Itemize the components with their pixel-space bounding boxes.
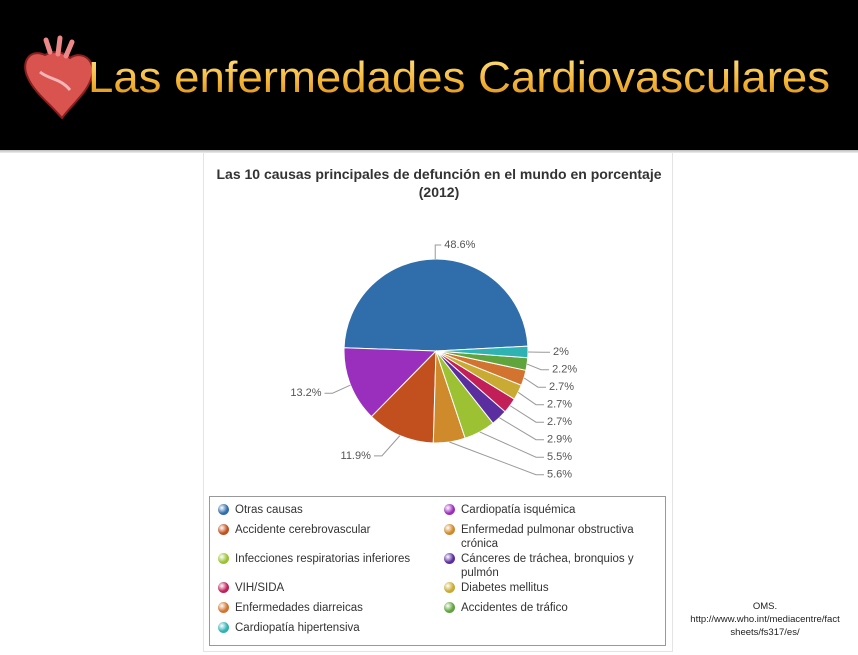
- pie-area: 48.6% 13.2% 11.9% 5.6% 5.5% 2.9% 2.7% 2.7% 2.7% 2…: [290, 239, 577, 481]
- data-label: 2.7%: [549, 381, 574, 393]
- legend-item: Accidente cerebrovascular: [218, 523, 444, 550]
- slide-title: Las enfermedades Cardiovasculares: [88, 53, 830, 102]
- data-label: 5.6%: [547, 469, 572, 481]
- source-line: OMS.: [752, 601, 778, 612]
- legend-swatch: [444, 553, 455, 564]
- legend-item: Accidentes de tráfico: [444, 601, 664, 619]
- header-graphic: Las enfermedades Cardiovasculares: [24, 35, 830, 120]
- legend-swatch: [444, 504, 455, 515]
- legend-item: Infecciones respiratorias inferiores: [218, 552, 444, 579]
- legend-swatch: [218, 553, 229, 564]
- pie-slice: [370, 349, 437, 444]
- pie-slice: [343, 258, 529, 352]
- data-label: 13.2%: [290, 387, 321, 399]
- legend-swatch: [444, 602, 455, 613]
- leader-line: [499, 417, 544, 441]
- leader-line: [324, 384, 351, 394]
- legend-swatch: [444, 582, 455, 593]
- legend-swatch: [218, 622, 229, 633]
- leader-line: [449, 441, 544, 476]
- header-rule: [0, 150, 858, 153]
- legend-item: Cardiopatía isquémica: [444, 503, 664, 521]
- legend-label: Enfermedad pulmonar obstructiva crónica: [461, 524, 634, 550]
- leader-line: [479, 431, 544, 458]
- legend-item: VIH/SIDA: [218, 581, 444, 599]
- source-line: http://www.who.int/mediacentre/factsheet…: [690, 614, 840, 638]
- legend-label: Cardiopatía isquémica: [461, 504, 576, 516]
- legend-item: Cánceres de tráchea, bronquios y pulmón: [444, 552, 664, 579]
- leader-line: [523, 377, 546, 388]
- chart: Las 10 causas principales de defunción e…: [203, 152, 673, 652]
- chart-title: Las 10 causas principales de defunción e…: [216, 166, 662, 200]
- leader-line: [373, 435, 401, 457]
- legend-label: Accidentes de tráfico: [461, 602, 568, 614]
- data-label: 5.5%: [547, 451, 572, 463]
- data-label: 48.6%: [444, 239, 475, 251]
- legend-swatch: [218, 504, 229, 515]
- legend-label: Infecciones respiratorias inferiores: [235, 553, 411, 565]
- legend-item: Cardiopatía hipertensiva: [218, 621, 444, 639]
- data-label: 2.7%: [547, 416, 572, 428]
- source-note: OMS. http://www.who.int/mediacentre/fact…: [690, 600, 840, 639]
- legend-item: Diabetes mellitus: [444, 581, 664, 599]
- legend-swatch: [444, 524, 455, 535]
- legend-label: VIH/SIDA: [235, 582, 285, 594]
- legend-item: Enfermedades diarreicas: [218, 601, 444, 619]
- legend-label: Diabetes mellitus: [461, 582, 549, 594]
- legend-label: Otras causas: [235, 504, 303, 516]
- legend-label: Accidente cerebrovascular: [235, 524, 371, 536]
- leader-line: [517, 391, 544, 406]
- heart-icon: [24, 35, 94, 120]
- legend-label: Cardiopatía hipertensiva: [235, 622, 360, 634]
- legend: Otras causas Cardiopatía isquémica Acciden…: [209, 496, 666, 646]
- legend-swatch: [218, 524, 229, 535]
- data-label: 2%: [553, 346, 569, 358]
- data-label: 2.7%: [547, 399, 572, 411]
- legend-item: Enfermedad pulmonar obstructiva crónica: [444, 523, 664, 550]
- legend-label: Enfermedades diarreicas: [235, 602, 363, 614]
- legend-swatch: [218, 582, 229, 593]
- legend-item: Otras causas: [218, 503, 444, 521]
- data-label: 2.2%: [552, 364, 577, 376]
- data-label: 2.9%: [547, 434, 572, 446]
- legend-label: Cánceres de tráchea, bronquios y pulmón: [461, 553, 634, 579]
- legend-swatch: [218, 602, 229, 613]
- leader-line: [526, 363, 550, 371]
- data-label: 11.9%: [341, 450, 372, 462]
- header-bar: Las enfermedades Cardiovasculares: [0, 0, 858, 150]
- leader-line: [509, 405, 544, 423]
- leader-line: [434, 244, 442, 260]
